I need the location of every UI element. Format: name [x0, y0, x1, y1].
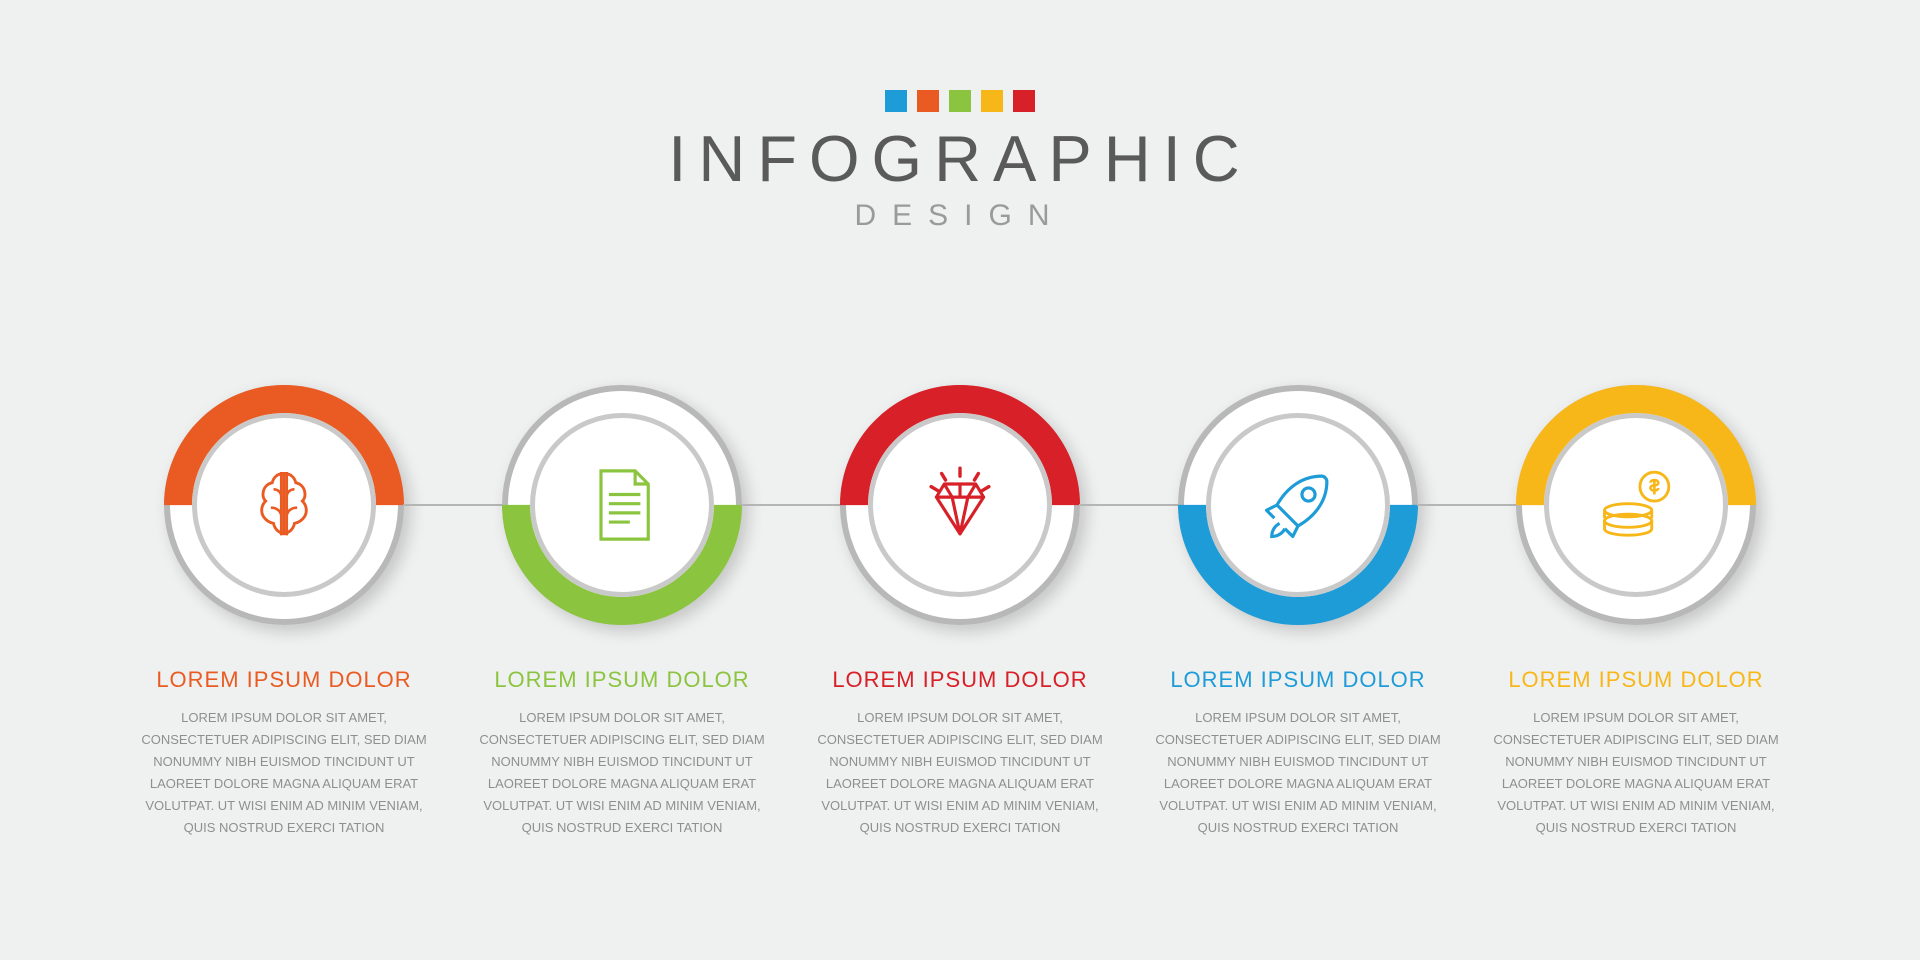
steps-row: LOREM IPSUM DOLOR LOREM IPSUM DOLOR SIT A…	[164, 385, 1756, 840]
connector-3	[1079, 504, 1179, 506]
coins-icon	[1594, 463, 1678, 547]
connector-4	[1417, 504, 1517, 506]
diamond-icon	[918, 463, 1002, 547]
step-1-ring	[164, 385, 404, 625]
step-3-inner	[868, 413, 1052, 597]
steps-stage: LOREM IPSUM DOLOR LOREM IPSUM DOLOR SIT A…	[0, 385, 1920, 840]
header-square-4	[981, 90, 1003, 112]
step-4: LOREM IPSUM DOLORLOREM IPSUM DOLOR SIT A…	[1178, 385, 1418, 840]
step-2-ring	[502, 385, 742, 625]
step-4-body: LOREM IPSUM DOLOR SIT AMET, CONSECTETUER…	[1148, 707, 1448, 840]
step-1-inner	[192, 413, 376, 597]
rocket-icon	[1256, 463, 1340, 547]
step-1-body: LOREM IPSUM DOLOR SIT AMET, CONSECTETUER…	[134, 707, 434, 840]
header-squares	[668, 90, 1251, 112]
step-3-caption: LOREM IPSUM DOLOR LOREM IPSUM DOLOR SIT A…	[810, 667, 1110, 840]
brain-icon	[242, 463, 326, 547]
step-3-body: LOREM IPSUM DOLOR SIT AMET, CONSECTETUER…	[810, 707, 1110, 840]
step-2-inner	[530, 413, 714, 597]
connector-2	[741, 504, 841, 506]
step-5: LOREM IPSUM DOLORLOREM IPSUM DOLOR SIT A…	[1516, 385, 1756, 840]
step-4-ring	[1178, 385, 1418, 625]
step-2-heading: LOREM IPSUM DOLOR	[472, 667, 772, 693]
header: INFOGRAPHIC DESIGN	[668, 90, 1251, 233]
infographic-canvas: INFOGRAPHIC DESIGN LOREM IPSUM DOLOR LORE…	[0, 0, 1920, 960]
step-1-heading: LOREM IPSUM DOLOR	[134, 667, 434, 693]
document-icon	[580, 463, 664, 547]
step-5-ring	[1516, 385, 1756, 625]
page-title: INFOGRAPHIC	[668, 126, 1251, 191]
step-4-caption: LOREM IPSUM DOLOR LOREM IPSUM DOLOR SIT A…	[1148, 667, 1448, 840]
header-square-5	[1013, 90, 1035, 112]
step-5-inner	[1544, 413, 1728, 597]
step-5-caption: LOREM IPSUM DOLOR LOREM IPSUM DOLOR SIT A…	[1486, 667, 1786, 840]
step-1: LOREM IPSUM DOLORLOREM IPSUM DOLOR SIT A…	[164, 385, 404, 840]
step-1-caption: LOREM IPSUM DOLOR LOREM IPSUM DOLOR SIT A…	[134, 667, 434, 840]
header-square-2	[917, 90, 939, 112]
connector-1	[403, 504, 503, 506]
step-2-caption: LOREM IPSUM DOLOR LOREM IPSUM DOLOR SIT A…	[472, 667, 772, 840]
step-4-inner	[1206, 413, 1390, 597]
page-subtitle: DESIGN	[668, 199, 1251, 233]
step-5-body: LOREM IPSUM DOLOR SIT AMET, CONSECTETUER…	[1486, 707, 1786, 840]
step-4-heading: LOREM IPSUM DOLOR	[1148, 667, 1448, 693]
header-square-3	[949, 90, 971, 112]
step-5-heading: LOREM IPSUM DOLOR	[1486, 667, 1786, 693]
step-3: LOREM IPSUM DOLORLOREM IPSUM DOLOR SIT A…	[840, 385, 1080, 840]
step-3-heading: LOREM IPSUM DOLOR	[810, 667, 1110, 693]
header-square-1	[885, 90, 907, 112]
step-3-ring	[840, 385, 1080, 625]
step-2-body: LOREM IPSUM DOLOR SIT AMET, CONSECTETUER…	[472, 707, 772, 840]
step-2: LOREM IPSUM DOLORLOREM IPSUM DOLOR SIT A…	[502, 385, 742, 840]
